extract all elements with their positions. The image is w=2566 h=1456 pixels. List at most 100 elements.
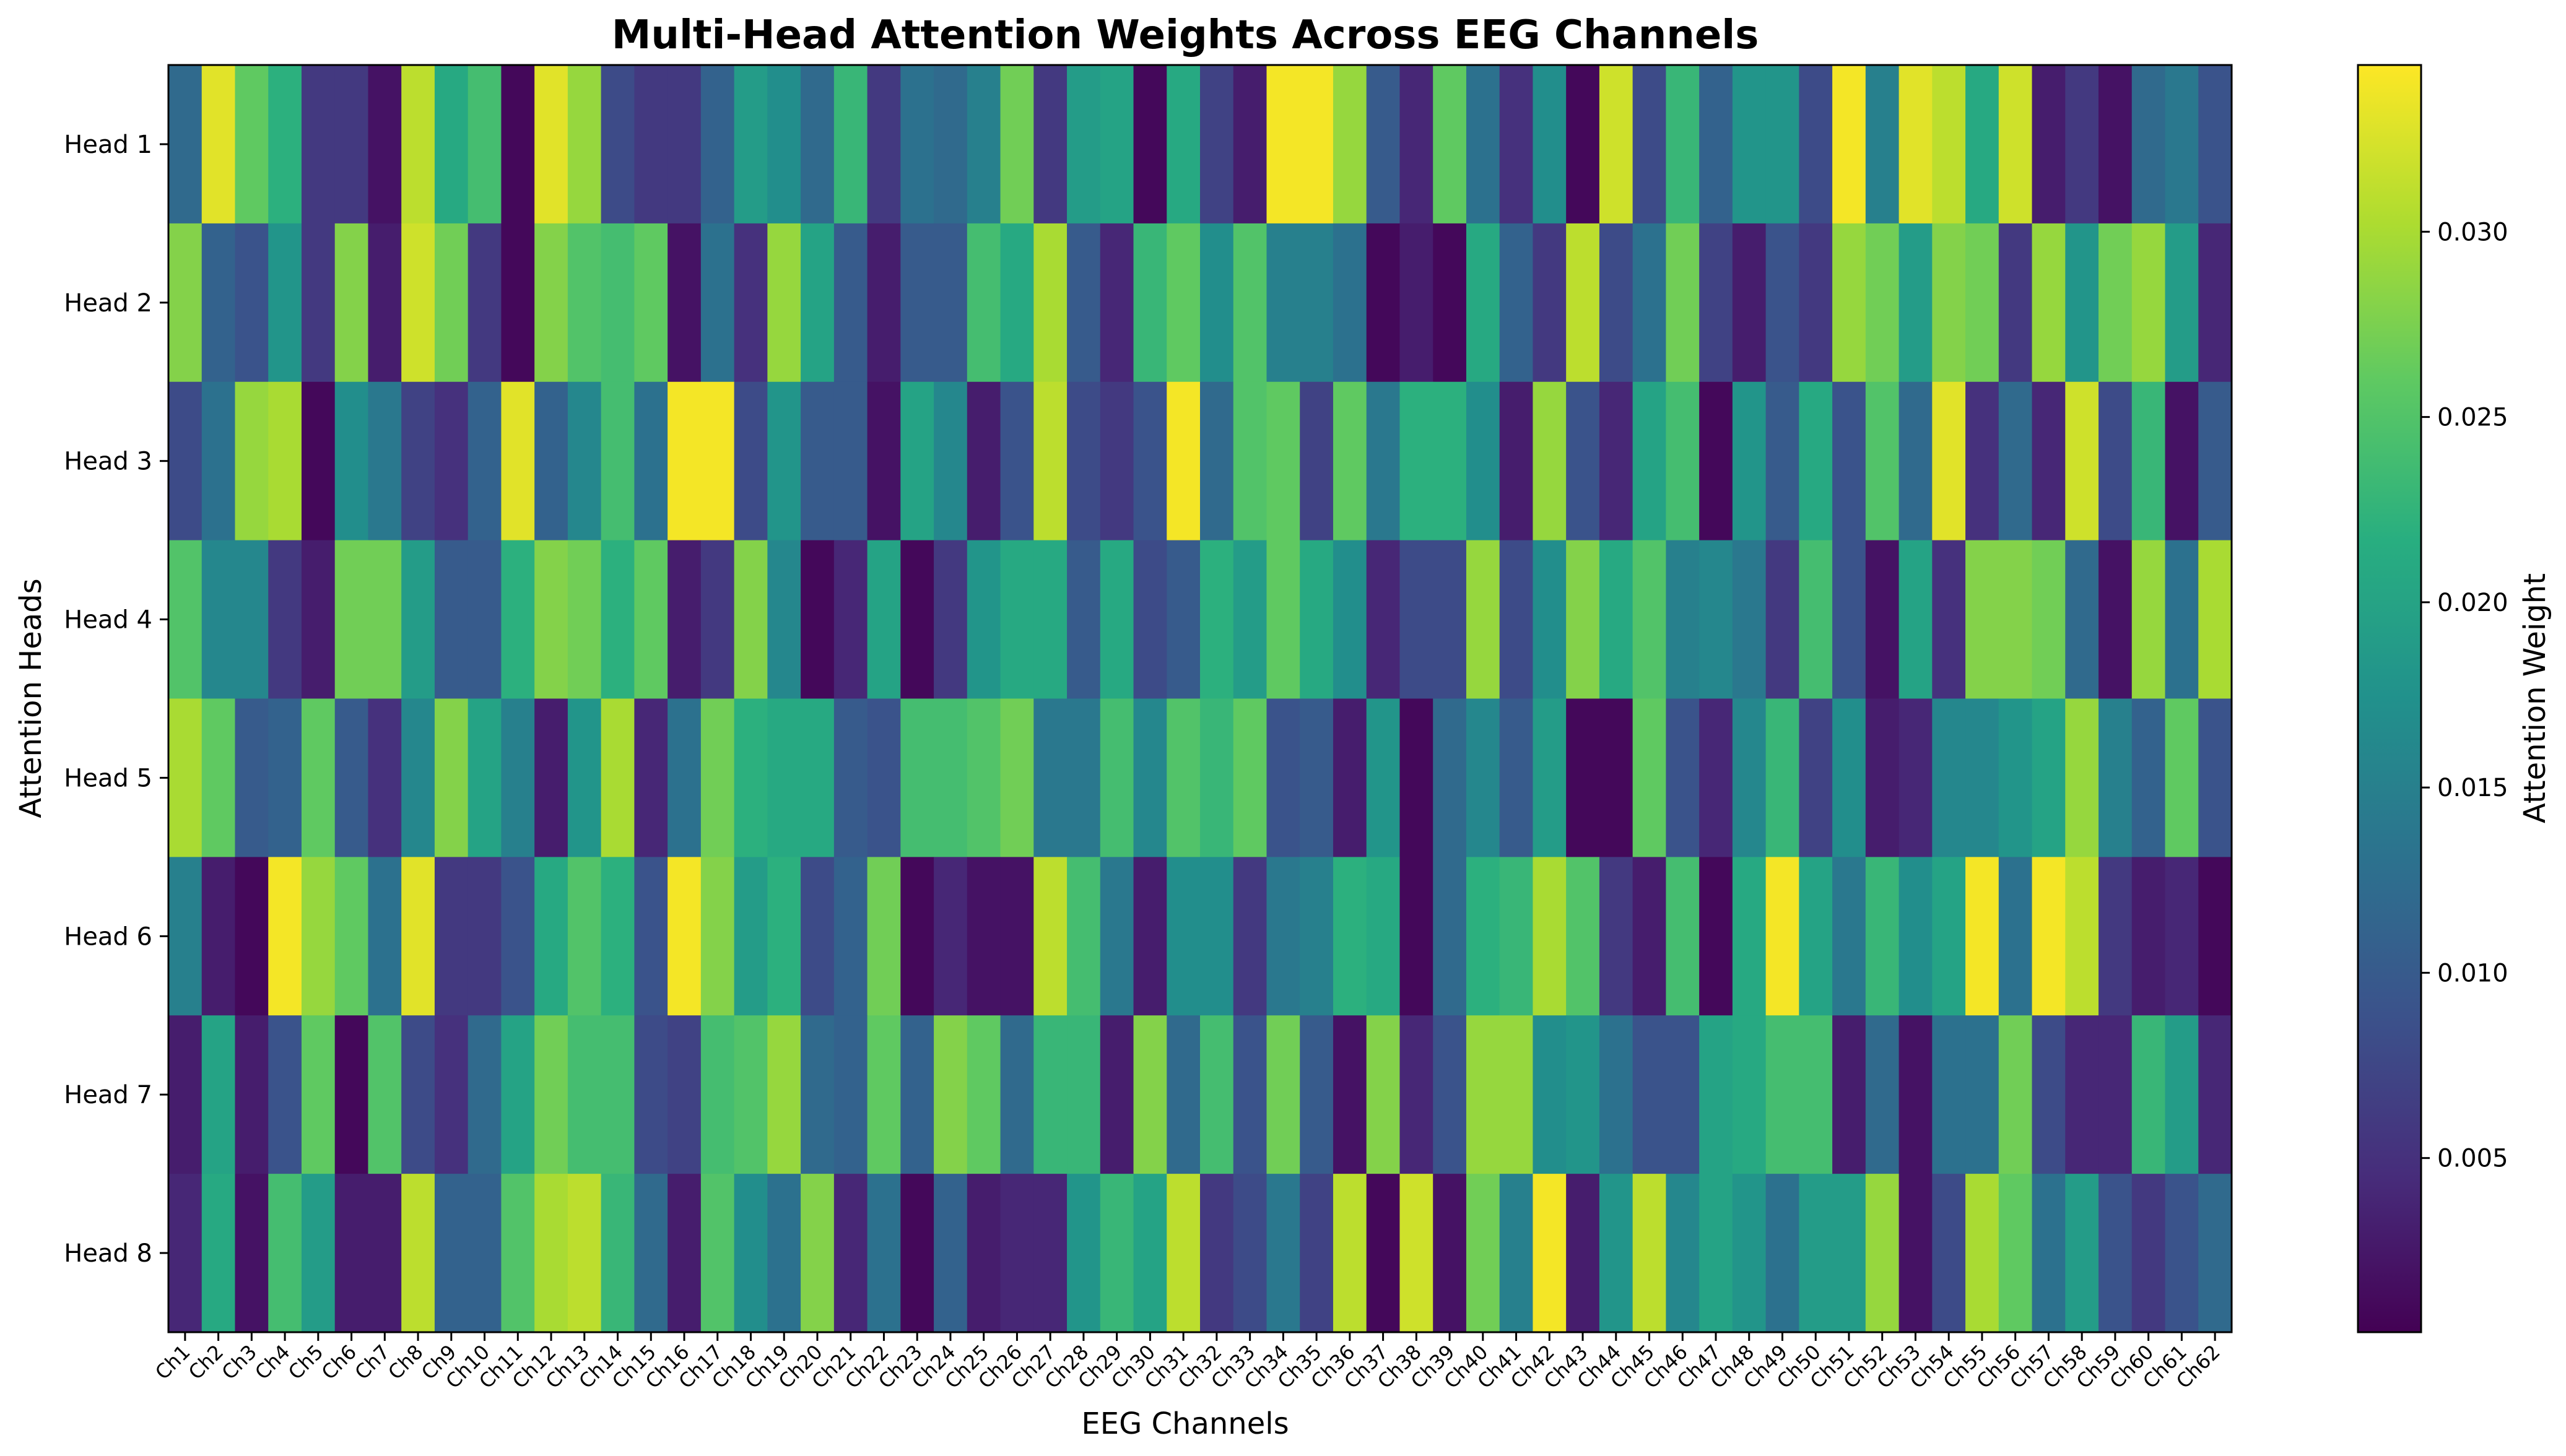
heatmap-cell: [2098, 540, 2133, 700]
heatmap-cell: [1266, 857, 1300, 1016]
heatmap-cell: [934, 381, 968, 541]
heatmap-cell: [567, 1015, 602, 1174]
heatmap-cell: [1666, 857, 1700, 1016]
heatmap-cell: [301, 65, 336, 224]
heatmap-cell: [1167, 1174, 1201, 1333]
x-tick-label: Ch2: [184, 1340, 228, 1384]
heatmap-cell: [1965, 1015, 1999, 1174]
heatmap-cell: [368, 857, 402, 1016]
heatmap-cell: [401, 857, 435, 1016]
heatmap-cell: [634, 223, 668, 383]
heatmap-cell: [534, 698, 568, 857]
heatmap-cell: [1300, 381, 1334, 541]
chart-title: Multi-Head Attention Weights Across EEG …: [612, 12, 1759, 58]
heatmap-cell: [1666, 540, 1700, 700]
heatmap-cell: [2098, 1174, 2133, 1333]
heatmap-cell: [634, 1015, 668, 1174]
heatmap-cell: [2032, 540, 2066, 700]
heatmap-cell: [1333, 65, 1367, 224]
heatmap-cell: [301, 857, 336, 1016]
heatmap-cell: [368, 1174, 402, 1333]
heatmap-cell: [668, 1015, 702, 1174]
heatmap-cell: [801, 540, 835, 700]
heatmap-cell: [1067, 223, 1101, 383]
heatmap-cell: [1965, 857, 1999, 1016]
heatmap-cell: [1699, 1174, 1733, 1333]
heatmap-cell: [767, 223, 801, 383]
heatmap-cell: [833, 540, 868, 700]
colorbar-tick-label: 0.015: [2437, 774, 2508, 802]
heatmap-cell: [1865, 1015, 1900, 1174]
heatmap-cell: [1566, 857, 1600, 1016]
heatmap-cell: [1000, 1015, 1034, 1174]
heatmap-cell: [1200, 1015, 1234, 1174]
heatmap-cell: [1167, 857, 1201, 1016]
heatmap-cell: [2131, 698, 2166, 857]
heatmap-cell: [1898, 223, 1933, 383]
heatmap-cell: [668, 540, 702, 700]
heatmap-cell: [2032, 381, 2066, 541]
heatmap-cell: [1100, 857, 1134, 1016]
heatmap-cell: [601, 857, 635, 1016]
heatmap-cell: [201, 857, 236, 1016]
heatmap-cell: [1266, 1174, 1300, 1333]
heatmap-cell: [501, 1015, 535, 1174]
heatmap-cell: [168, 1015, 202, 1174]
heatmap-cell: [1200, 381, 1234, 541]
heatmap-cell: [1233, 857, 1268, 1016]
heatmap-cell: [2098, 65, 2133, 224]
heatmap-cell: [268, 857, 302, 1016]
heatmap-cell: [168, 698, 202, 857]
heatmap-cell: [2131, 1015, 2166, 1174]
y-tick-label: Head 6: [64, 922, 152, 951]
heatmap-cell: [934, 223, 968, 383]
heatmap-cell: [368, 223, 402, 383]
heatmap-cell: [601, 223, 635, 383]
heatmap-cell: [534, 540, 568, 700]
heatmap-cell: [1067, 857, 1101, 1016]
heatmap-cell: [1699, 540, 1733, 700]
heatmap-cell: [734, 540, 768, 700]
heatmap-cell: [1399, 1015, 1433, 1174]
heatmap-cell: [2198, 698, 2232, 857]
heatmap-cell: [668, 381, 702, 541]
heatmap-cell: [867, 540, 901, 700]
heatmap-cell: [2131, 1174, 2166, 1333]
heatmap-cell: [1765, 698, 1799, 857]
heatmap-cell: [1699, 381, 1733, 541]
heatmap-cell: [1100, 381, 1134, 541]
y-tick-label: Head 5: [64, 764, 152, 792]
heatmap-cell: [2065, 1174, 2099, 1333]
heatmap-cell: [1466, 698, 1500, 857]
heatmap-cell: [1067, 381, 1101, 541]
heatmap-cell: [268, 1015, 302, 1174]
heatmap-cell: [1533, 857, 1567, 1016]
heatmap-cell: [1499, 381, 1534, 541]
heatmap-cell: [1732, 698, 1767, 857]
heatmap-cell: [2032, 857, 2066, 1016]
heatmap-cell: [1832, 1174, 1866, 1333]
heatmap-cell: [201, 698, 236, 857]
heatmap-cell: [1832, 540, 1866, 700]
heatmap-cell: [168, 857, 202, 1016]
heatmap-cell: [1067, 1015, 1101, 1174]
heatmap-cell: [1200, 223, 1234, 383]
x-tick-label: Ch1: [150, 1340, 194, 1384]
heatmap-cell: [1366, 223, 1401, 383]
heatmap-cell: [1566, 1015, 1600, 1174]
heatmap-cell: [1167, 381, 1201, 541]
heatmap-cell: [1033, 223, 1068, 383]
heatmap-cell: [168, 540, 202, 700]
heatmap-cell: [767, 540, 801, 700]
heatmap-cell: [201, 1015, 236, 1174]
heatmap-cell: [601, 65, 635, 224]
heatmap-cell: [833, 381, 868, 541]
heatmap-cell: [1033, 1174, 1068, 1333]
heatmap-cell: [668, 698, 702, 857]
heatmap-cell: [1399, 1174, 1433, 1333]
colorbar-tick-label: 0.025: [2437, 404, 2508, 432]
heatmap-cell: [1632, 1174, 1666, 1333]
heatmap-cell: [2065, 65, 2099, 224]
heatmap-cell: [434, 1174, 469, 1333]
heatmap-cell: [1266, 1015, 1300, 1174]
